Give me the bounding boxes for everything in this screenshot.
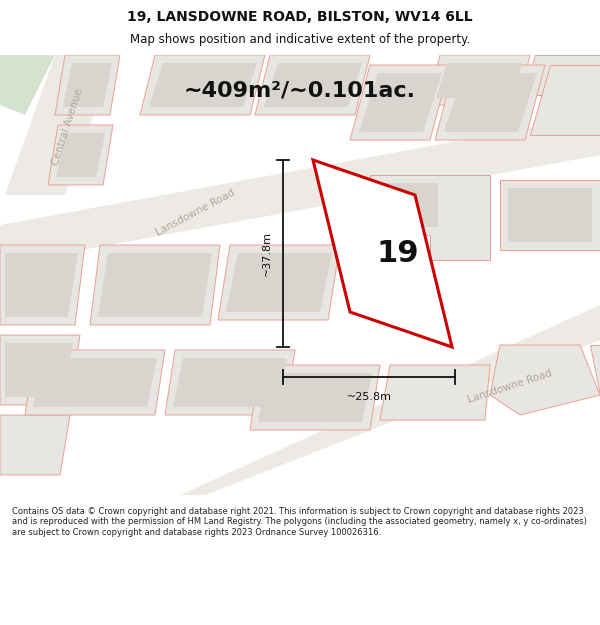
Polygon shape bbox=[255, 55, 370, 115]
Polygon shape bbox=[590, 345, 600, 395]
Polygon shape bbox=[436, 63, 522, 98]
Polygon shape bbox=[226, 253, 332, 312]
Text: 19, LANSDOWNE ROAD, BILSTON, WV14 6LL: 19, LANSDOWNE ROAD, BILSTON, WV14 6LL bbox=[127, 10, 473, 24]
Polygon shape bbox=[0, 55, 55, 115]
Polygon shape bbox=[25, 350, 165, 415]
Polygon shape bbox=[5, 343, 73, 397]
Polygon shape bbox=[0, 335, 80, 405]
Polygon shape bbox=[140, 55, 265, 115]
Polygon shape bbox=[98, 253, 212, 317]
Polygon shape bbox=[530, 65, 600, 135]
Polygon shape bbox=[0, 245, 85, 325]
Polygon shape bbox=[218, 245, 340, 320]
Polygon shape bbox=[350, 65, 450, 140]
Polygon shape bbox=[250, 365, 380, 430]
Polygon shape bbox=[55, 55, 120, 115]
Polygon shape bbox=[63, 63, 112, 107]
Text: Map shows position and indicative extent of the property.: Map shows position and indicative extent… bbox=[130, 32, 470, 46]
Polygon shape bbox=[370, 175, 490, 260]
Polygon shape bbox=[33, 358, 157, 407]
Text: ~409m²/~0.101ac.: ~409m²/~0.101ac. bbox=[184, 80, 416, 100]
Text: 19: 19 bbox=[376, 239, 419, 268]
Polygon shape bbox=[508, 188, 592, 242]
Polygon shape bbox=[149, 63, 257, 107]
Text: Lansdowne Road: Lansdowne Road bbox=[154, 188, 236, 238]
Text: Contains OS data © Crown copyright and database right 2021. This information is : Contains OS data © Crown copyright and d… bbox=[12, 507, 587, 537]
Polygon shape bbox=[264, 63, 362, 107]
Polygon shape bbox=[378, 183, 438, 227]
Polygon shape bbox=[313, 160, 452, 347]
Polygon shape bbox=[359, 73, 442, 132]
Polygon shape bbox=[0, 415, 70, 475]
Polygon shape bbox=[90, 245, 220, 325]
Polygon shape bbox=[523, 55, 600, 95]
Polygon shape bbox=[173, 358, 287, 407]
Polygon shape bbox=[5, 55, 115, 195]
Text: Central Avenue: Central Avenue bbox=[51, 88, 85, 167]
Polygon shape bbox=[444, 73, 537, 132]
Polygon shape bbox=[428, 55, 530, 105]
Text: Lansdowne Road: Lansdowne Road bbox=[467, 369, 553, 406]
Polygon shape bbox=[500, 180, 600, 250]
Polygon shape bbox=[490, 345, 600, 415]
Text: ~25.8m: ~25.8m bbox=[347, 392, 392, 402]
Text: ~37.8m: ~37.8m bbox=[262, 231, 272, 276]
Polygon shape bbox=[165, 350, 295, 415]
Polygon shape bbox=[380, 365, 490, 420]
Polygon shape bbox=[435, 65, 545, 140]
Polygon shape bbox=[0, 115, 600, 265]
Polygon shape bbox=[56, 133, 105, 177]
Polygon shape bbox=[5, 253, 78, 317]
Polygon shape bbox=[258, 373, 372, 422]
Polygon shape bbox=[180, 305, 600, 505]
Polygon shape bbox=[48, 125, 113, 185]
